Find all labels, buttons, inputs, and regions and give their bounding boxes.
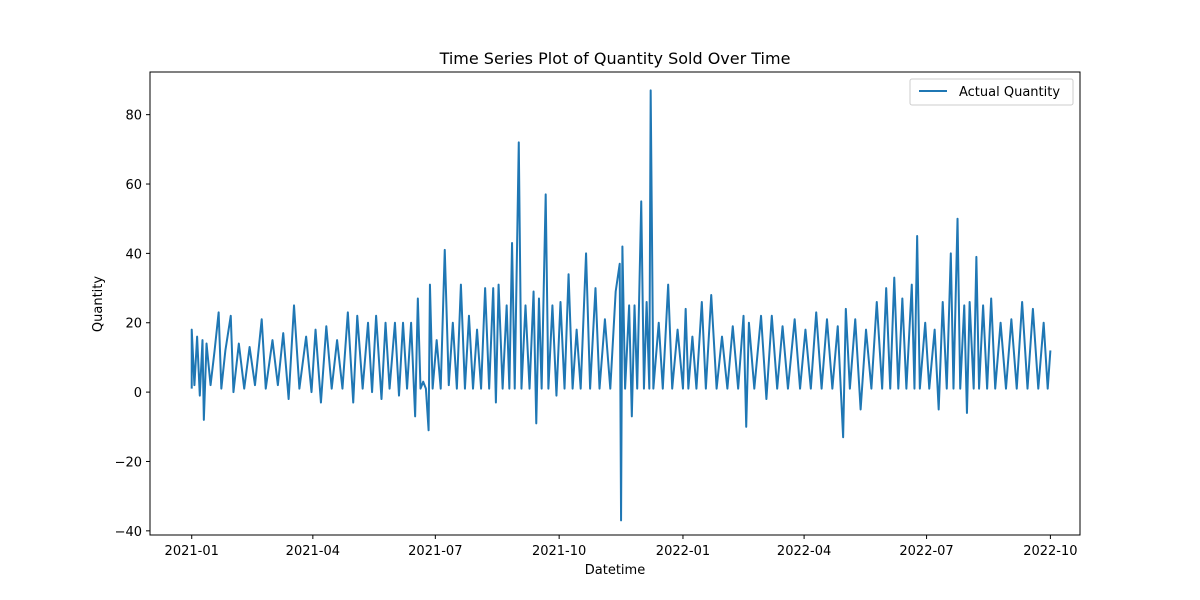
x-tick-label: 2021-10 (532, 544, 586, 559)
x-tick-label: 2022-07 (899, 544, 953, 559)
x-tick-label: 2022-04 (777, 544, 831, 559)
x-tick-label: 2021-01 (165, 544, 219, 559)
x-tick-label: 2022-10 (1023, 544, 1077, 559)
legend: Actual Quantity (909, 78, 1074, 106)
y-tick-label: 0 (134, 386, 142, 401)
x-axis-ticks: 2021-01 2021-04 2021-07 2021-10 2022-01 2022-… (165, 535, 1078, 559)
legend-label: Actual Quantity (959, 85, 1060, 100)
y-tick-label: −40 (115, 525, 142, 540)
x-axis-title: Datetime (585, 563, 645, 578)
data-layer (190, 89, 1052, 522)
y-axis-ticks: −40 −20 0 20 40 60 80 (115, 109, 150, 540)
y-tick-label: 60 (125, 178, 142, 193)
y-tick-label: 40 (125, 247, 142, 262)
x-tick-label: 2021-04 (286, 544, 340, 559)
y-tick-label: −20 (115, 455, 142, 470)
plot-frame (149, 71, 1081, 536)
y-tick-label: 80 (125, 109, 142, 124)
series-line-actual-quantity (190, 89, 1052, 522)
y-tick-label: 20 (125, 317, 142, 332)
y-axis-title: Quantity (91, 276, 106, 332)
legend-box (909, 78, 1074, 106)
x-tick-label: 2021-07 (408, 544, 462, 559)
x-tick-label: 2022-01 (656, 544, 710, 559)
chart-title: Time Series Plot of Quantity Sold Over T… (439, 49, 791, 68)
